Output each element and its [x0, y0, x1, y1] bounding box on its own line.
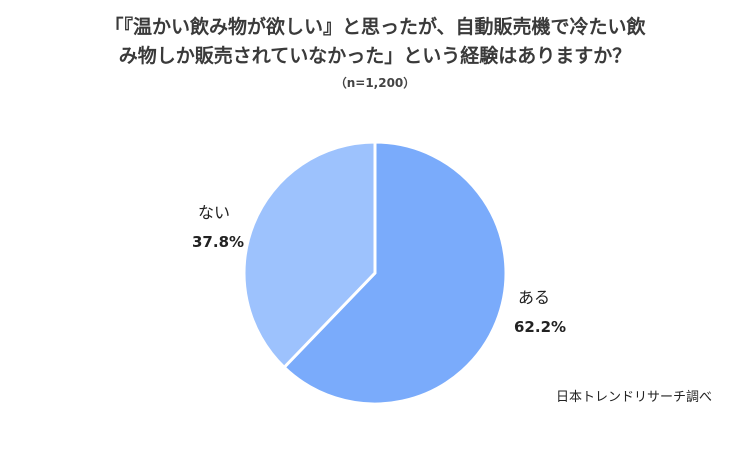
- chart-title-line-2: み物しか販売されていなかった」という経験はありますか？: [118, 45, 632, 67]
- slice-value-aru: 62.2%: [514, 318, 566, 336]
- pie-labels: ある 62.2% ない 37.8%: [192, 203, 566, 336]
- chart-title-line-1: 「『温かい飲み物が欲しい』と思ったが、自動販売機で冷たい飲: [104, 16, 646, 38]
- chart-subtitle: （n=1,200）: [334, 76, 416, 90]
- slice-label-aru: ある: [518, 288, 550, 307]
- slice-label-nai: ない: [198, 203, 230, 222]
- source-credit: 日本トレンドリサーチ調べ: [555, 390, 712, 405]
- pie-slice-nai: [242, 140, 377, 369]
- slice-value-nai: 37.8%: [192, 233, 244, 251]
- pie-slices: [242, 140, 508, 406]
- pie-slice-aru: [282, 140, 508, 406]
